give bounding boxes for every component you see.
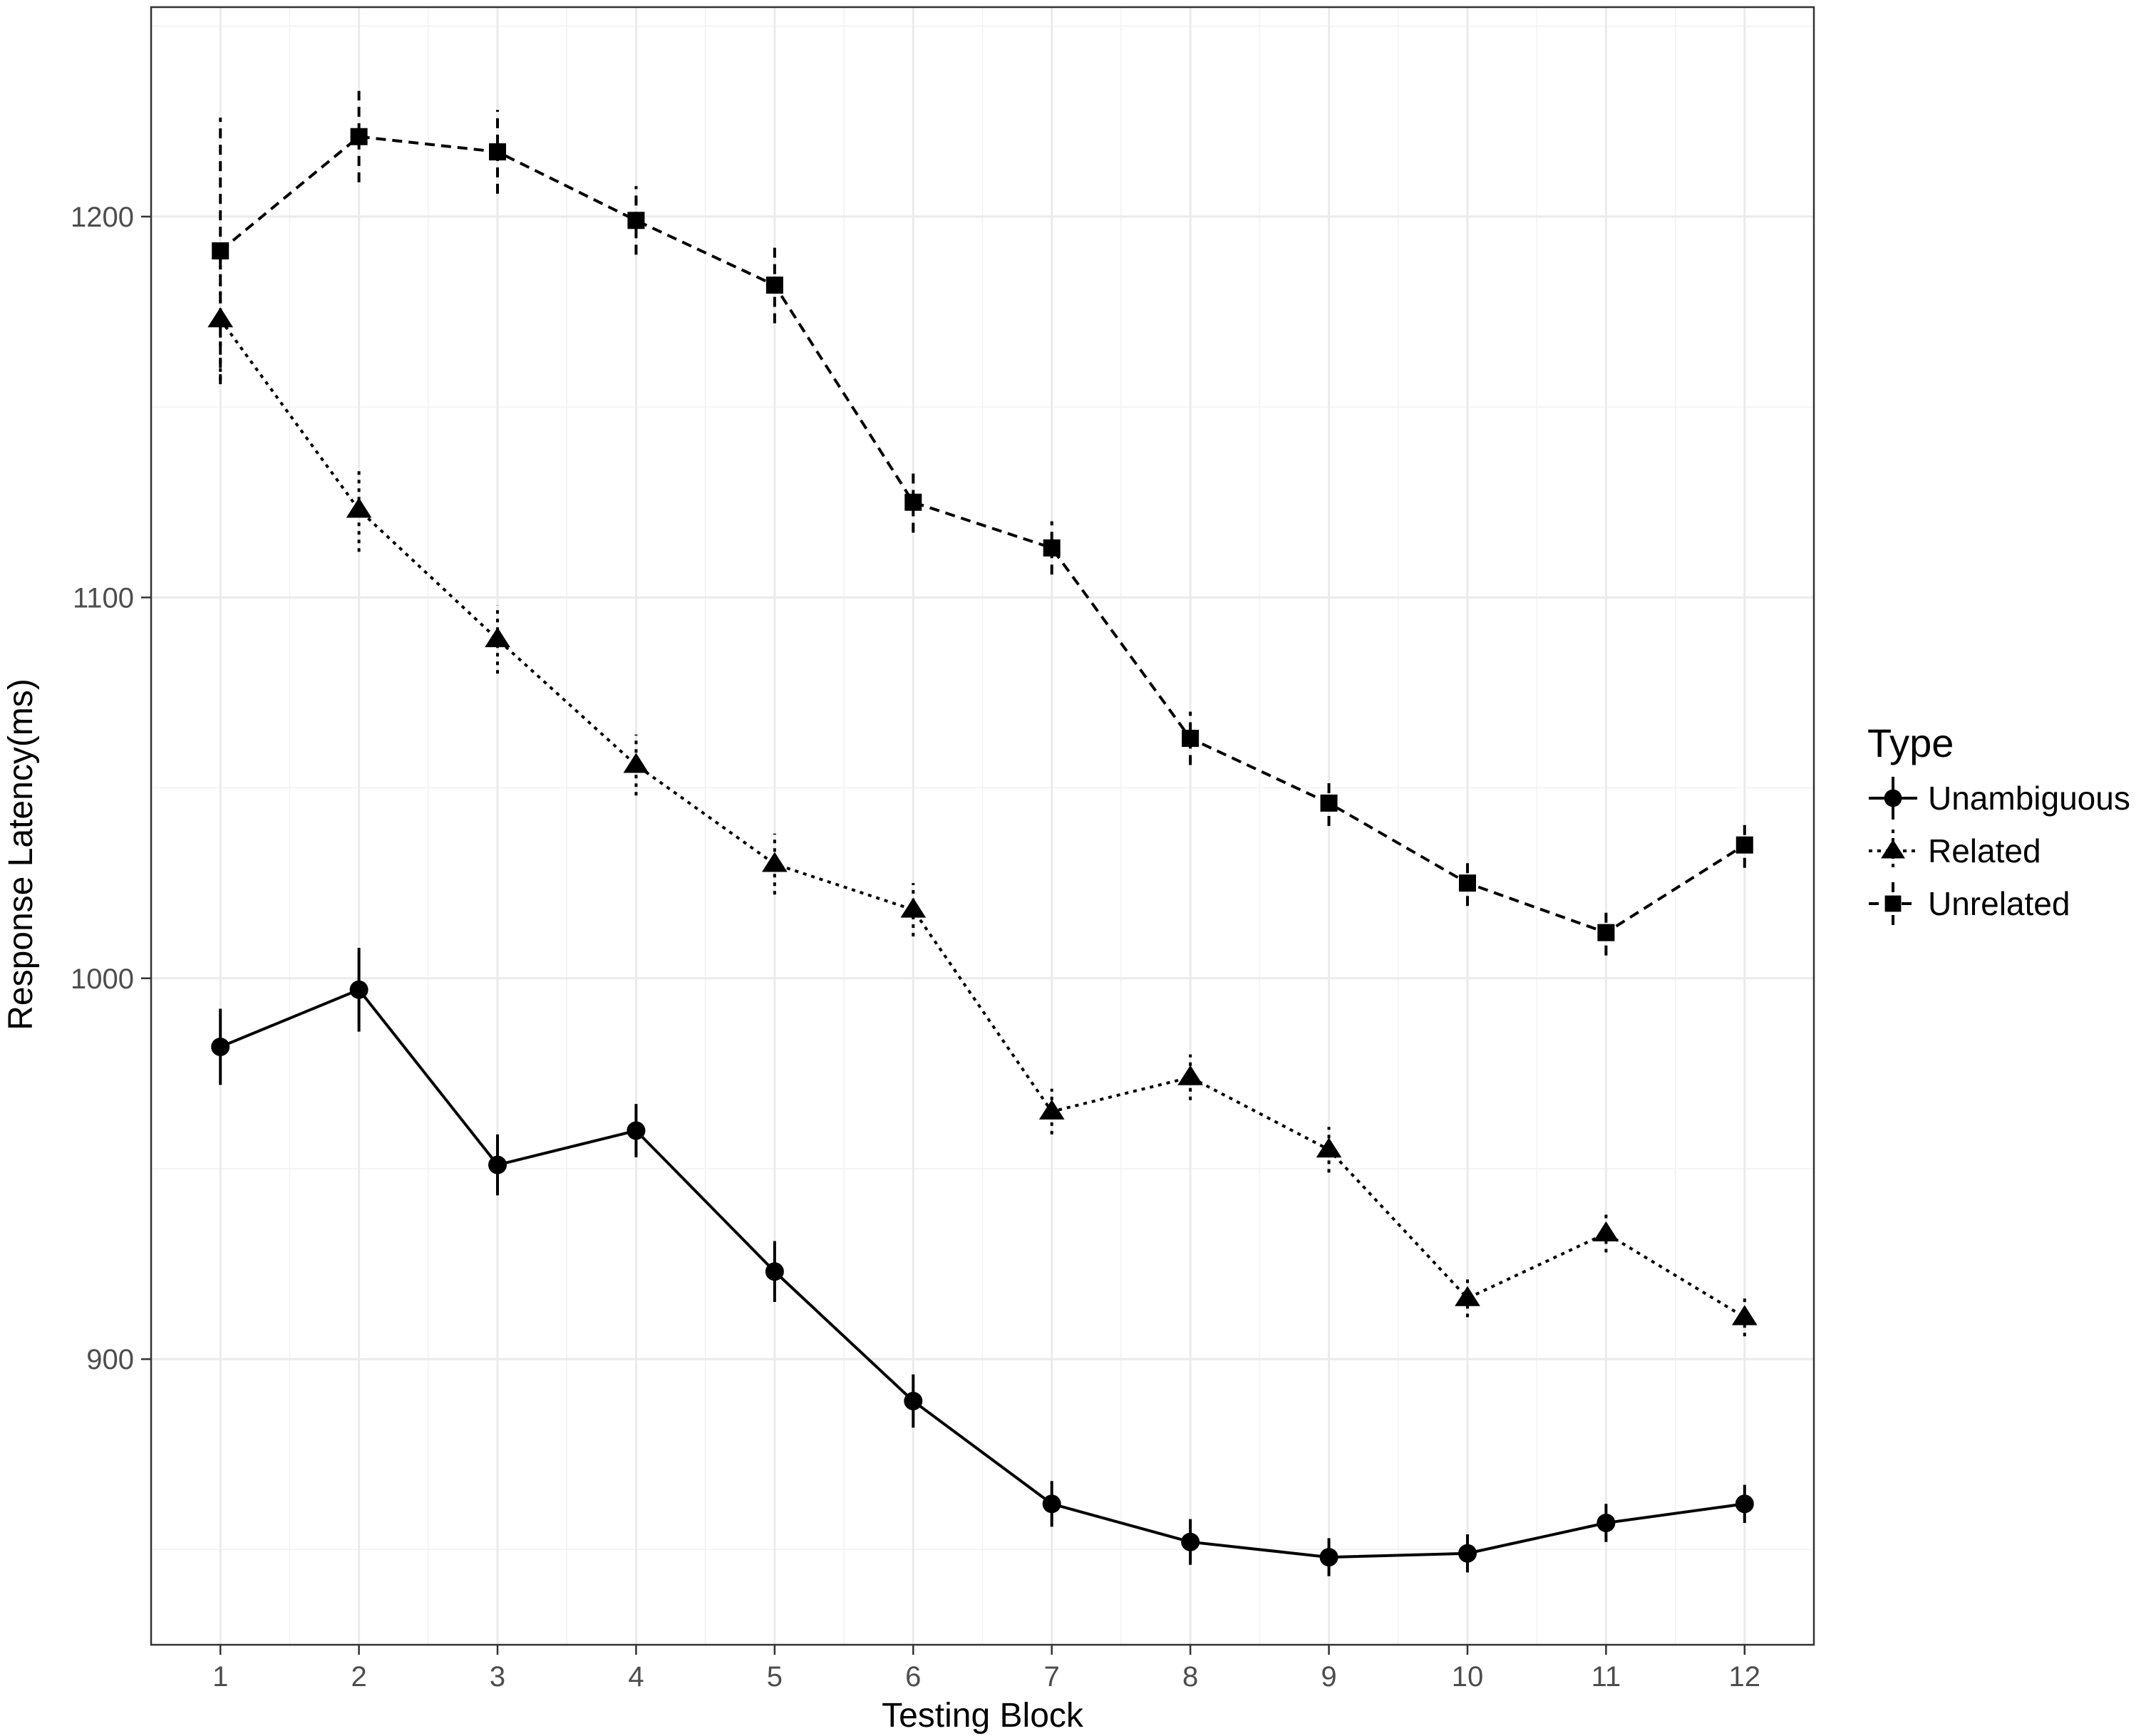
- point-unrelated: [212, 242, 229, 260]
- point-related: [346, 497, 372, 518]
- y-axis: 900 1000 1100 1200: [71, 202, 151, 1375]
- point-unambiguous: [1597, 1513, 1616, 1532]
- plot-border: [150, 6, 1815, 1646]
- y-tick-label: 1100: [73, 582, 134, 614]
- y-tick-label: 1200: [71, 202, 134, 233]
- point-related: [1177, 1065, 1203, 1085]
- point-related: [1455, 1286, 1480, 1306]
- x-axis: 1 2 3 4 5 6 7 8 9 10 11 12: [212, 1645, 1760, 1693]
- line-unrelated: [219, 135, 1745, 934]
- point-unambiguous: [1042, 1494, 1061, 1514]
- legend: Type Unambiguous Related Unrelated: [1867, 720, 2130, 925]
- point-unambiguous: [765, 1262, 784, 1281]
- x-tick-label: 9: [1321, 1661, 1336, 1693]
- x-tick-label: 5: [767, 1661, 783, 1693]
- y-tick-label: 1000: [71, 963, 134, 995]
- point-related: [623, 753, 649, 773]
- x-tick-label: 6: [905, 1661, 921, 1693]
- point-related: [1316, 1137, 1342, 1158]
- x-tick-label: 4: [628, 1661, 644, 1693]
- point-unambiguous: [1458, 1544, 1477, 1563]
- line-related: [219, 319, 1745, 1319]
- point-unambiguous: [1735, 1494, 1754, 1514]
- x-axis-title: Testing Block: [882, 1697, 1084, 1735]
- y-tick-label: 900: [86, 1344, 134, 1375]
- x-tick-label: 7: [1044, 1661, 1060, 1693]
- legend-title: Type: [1867, 720, 1954, 765]
- point-unambiguous: [1181, 1532, 1200, 1551]
- point-unambiguous: [626, 1121, 646, 1140]
- point-unrelated: [1043, 539, 1061, 557]
- series-unambiguous: [211, 948, 1754, 1576]
- minor-gridlines: [151, 7, 1814, 1645]
- legend-item-unrelated: Unrelated: [1869, 882, 2070, 925]
- point-related: [900, 897, 927, 918]
- point-related: [1731, 1305, 1758, 1326]
- point-unambiguous: [349, 980, 368, 999]
- legend-item-related: Related: [1869, 830, 2041, 872]
- point-unrelated: [1458, 874, 1476, 892]
- point-unambiguous: [211, 1037, 230, 1056]
- x-tick-label: 12: [1729, 1661, 1761, 1693]
- point-unrelated: [1735, 836, 1753, 854]
- point-unambiguous: [1319, 1548, 1339, 1567]
- point-unambiguous: [488, 1155, 507, 1174]
- legend-item-unambiguous: Unambiguous: [1869, 777, 2130, 820]
- line-unambiguous: [220, 988, 1745, 1559]
- x-tick-label: 11: [1592, 1661, 1621, 1693]
- x-tick-label: 1: [212, 1661, 228, 1693]
- point-related: [485, 627, 510, 648]
- point-unrelated: [765, 277, 783, 294]
- x-tick-label: 2: [351, 1661, 367, 1693]
- point-unrelated: [904, 493, 922, 511]
- point-unrelated: [350, 128, 368, 145]
- x-tick-label: 3: [490, 1661, 505, 1693]
- point-unrelated: [1597, 924, 1615, 941]
- point-unrelated: [1182, 730, 1200, 748]
- legend-items: Unambiguous Related Unrelated: [1869, 777, 2130, 925]
- series-layer: [207, 91, 1758, 1576]
- point-unrelated: [489, 143, 507, 161]
- legend-key-marker: [1881, 839, 1905, 859]
- point-related: [1038, 1099, 1065, 1120]
- x-tick-label: 8: [1182, 1661, 1198, 1693]
- legend-label-unambiguous: Unambiguous: [1928, 780, 2130, 817]
- y-axis-title: Response Latency(ms): [2, 678, 40, 1030]
- point-unrelated: [1320, 794, 1338, 812]
- point-unrelated: [627, 212, 645, 229]
- legend-key-marker: [1884, 895, 1902, 912]
- legend-key-marker: [1884, 789, 1902, 807]
- legend-label-unrelated: Unrelated: [1928, 885, 2070, 922]
- point-unambiguous: [904, 1391, 923, 1410]
- point-related: [762, 852, 788, 872]
- x-tick-label: 10: [1452, 1661, 1484, 1693]
- series-unrelated: [212, 91, 1753, 956]
- point-related: [1593, 1221, 1619, 1241]
- legend-label-related: Related: [1928, 832, 2041, 869]
